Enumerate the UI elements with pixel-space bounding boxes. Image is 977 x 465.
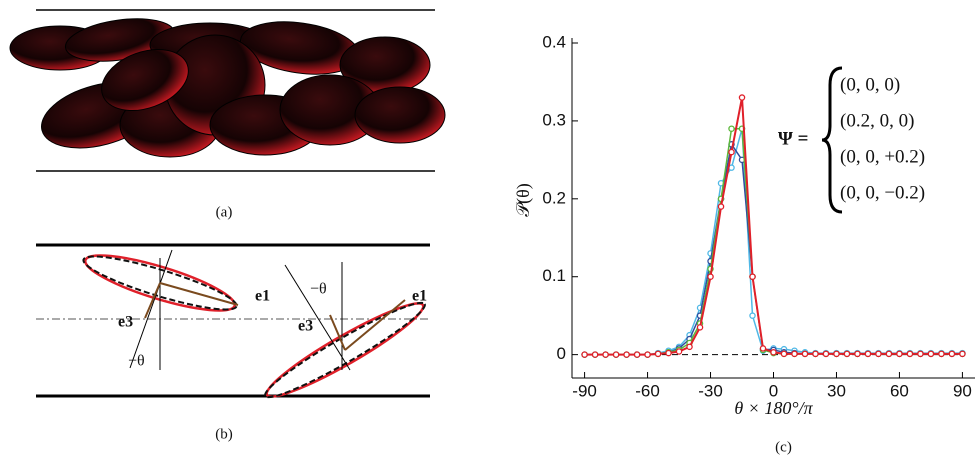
marker [602, 351, 609, 358]
marker [843, 350, 851, 358]
x-tick-label: -90 [572, 381, 597, 400]
label: e1 [255, 288, 270, 305]
marker [623, 351, 630, 358]
series-line [584, 97, 963, 356]
marker [581, 351, 588, 358]
marker [633, 351, 641, 358]
marker [696, 324, 704, 331]
legend-entry: (0, 0, 0) [840, 74, 900, 95]
marker [675, 348, 683, 355]
marker [707, 273, 714, 280]
legend-entry: (0, 0, −0.2) [840, 182, 925, 203]
marker [665, 349, 672, 357]
marker [896, 350, 903, 358]
chart: 0 0.1 0.2 0.3 0.4 -90 -60 -30 0 30 60 90 θ × 180°/π 𝒫… [513, 32, 975, 455]
marker [906, 350, 914, 358]
marker [791, 350, 798, 358]
marker [938, 350, 945, 358]
x-tick-label: 90 [953, 381, 972, 400]
marker [780, 350, 788, 358]
label: e3 [118, 314, 133, 331]
marker [917, 350, 924, 358]
marker [833, 350, 840, 358]
marker [801, 350, 809, 358]
label: e1 [412, 288, 427, 305]
marker [864, 350, 872, 358]
y-tick-label: 0.2 [542, 188, 566, 207]
marker [759, 345, 767, 352]
marker [612, 351, 620, 358]
marker [728, 148, 735, 156]
marker [728, 125, 735, 132]
label: −θ [128, 353, 145, 370]
caption: (c) [775, 439, 792, 455]
label: e3 [298, 318, 313, 335]
marker [927, 350, 935, 358]
x-axis-label: θ × 180°/π [734, 398, 813, 418]
marker [822, 350, 830, 358]
caption: (a) [216, 204, 233, 220]
marker [959, 350, 966, 358]
panel-a: (a) [9, 9, 446, 220]
y-tick-label: 0.4 [542, 32, 566, 51]
x-tick-label: -30 [698, 381, 723, 400]
legend-brace [821, 66, 843, 214]
series-line [584, 142, 963, 356]
legend-title: Ψ = [778, 128, 808, 149]
marker [654, 350, 662, 358]
marker [749, 312, 756, 319]
marker [749, 273, 756, 280]
marker [854, 350, 861, 358]
legend-entry: (0, 0, +0.2) [840, 146, 925, 167]
x-tick-label: 60 [890, 381, 909, 400]
marker [770, 349, 777, 356]
label: −θ [310, 281, 327, 298]
marker [948, 350, 956, 358]
x-tick-label: 30 [827, 381, 846, 400]
marker [717, 203, 725, 210]
marker [738, 94, 746, 101]
marker [591, 351, 599, 358]
legend-entry: (0.2, 0, 0) [840, 110, 914, 131]
marker [812, 350, 819, 358]
marker [875, 350, 882, 358]
y-axis-label: 𝒫(θ) [513, 183, 534, 217]
y-tick-label: 0.1 [542, 266, 566, 285]
y-tick-label: 0.3 [542, 110, 566, 129]
x-tick-label: -60 [635, 381, 660, 400]
marker [885, 350, 893, 358]
marker [686, 343, 693, 351]
marker [644, 351, 651, 358]
panel-b: e3 e1 e1 e3 −θ −θ (b) [36, 243, 430, 442]
caption: (b) [215, 426, 233, 442]
x-tick-label: 0 [769, 381, 778, 400]
y-tick-label: 0 [557, 344, 566, 363]
